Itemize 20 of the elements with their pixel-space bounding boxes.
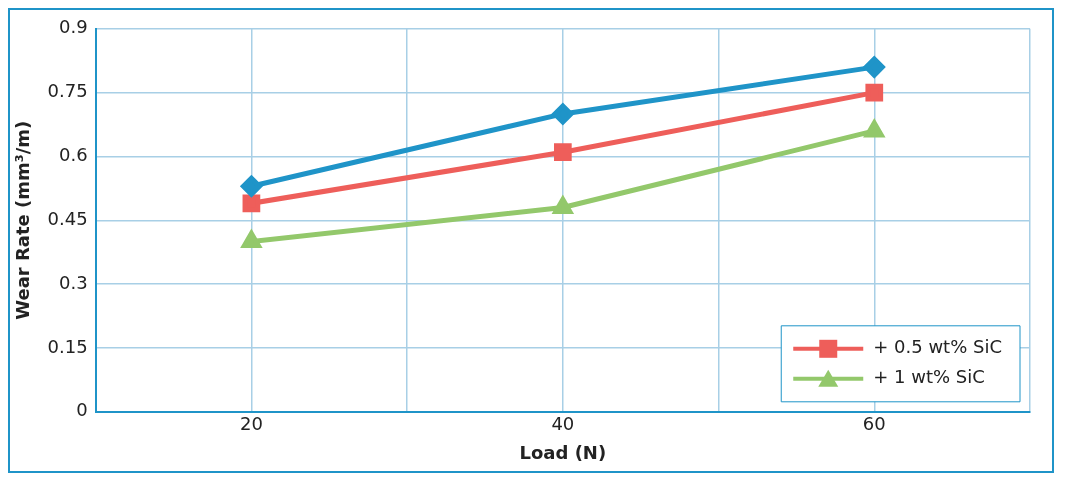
y-tick-label: 0.3 (59, 271, 88, 293)
y-tick-label: 0.6 (59, 144, 88, 166)
x-axis-title: Load (N) (519, 441, 607, 463)
y-tick-label: 0 (76, 399, 88, 421)
point (865, 83, 884, 102)
y-tick-label: 0.75 (47, 80, 88, 102)
x-tick-label: 40 (551, 413, 575, 435)
point (553, 143, 572, 162)
point (240, 175, 262, 197)
y-axis-title: Wear Rate (mm³/m) (12, 120, 34, 320)
legend-label: + 0.5 wt% SiC (873, 336, 1003, 358)
point (552, 103, 574, 125)
x-tick-label: 60 (862, 413, 886, 435)
point (242, 194, 261, 213)
y-tick-label: 0.45 (47, 207, 88, 229)
y-tick-label: 0.9 (59, 16, 88, 38)
x-tick-label: 20 (239, 413, 263, 435)
point (863, 56, 885, 78)
legend-label: + 1 wt% SiC (873, 366, 985, 388)
y-tick-label: 0.15 (47, 335, 88, 357)
